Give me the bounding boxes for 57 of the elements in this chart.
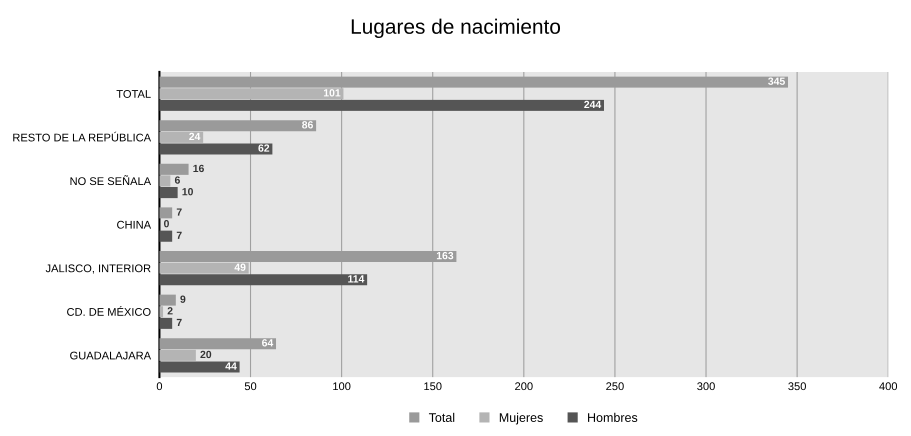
bar <box>159 230 172 242</box>
x-tick-label: 350 <box>788 382 806 390</box>
bar <box>159 207 172 218</box>
x-tick-label: 200 <box>515 382 533 390</box>
bar <box>159 318 172 329</box>
bar <box>159 88 344 100</box>
bar <box>159 132 204 143</box>
y-tick-label: CHINA <box>117 220 152 229</box>
data-label: 86 <box>302 121 313 129</box>
bar <box>159 175 170 186</box>
data-label: 7 <box>176 232 182 239</box>
bar <box>159 143 272 154</box>
x-tick-label: 50 <box>244 382 256 390</box>
data-label: 101 <box>324 89 340 97</box>
data-label: 7 <box>176 318 182 326</box>
data-label: 244 <box>584 100 602 108</box>
bar <box>159 306 164 318</box>
data-label: 24 <box>189 132 200 140</box>
x-tick-label: 250 <box>606 382 624 390</box>
data-label: 2 <box>168 307 173 314</box>
data-label: 20 <box>200 350 212 358</box>
bar <box>159 187 178 198</box>
legend-label: Hombres <box>588 412 638 422</box>
legend-label: Total <box>428 412 454 422</box>
y-tick-label: GUADALAJARA <box>70 352 152 360</box>
data-label: 49 <box>234 264 246 271</box>
x-tick-label: 300 <box>697 382 715 390</box>
data-label: 345 <box>768 78 785 85</box>
data-label: 62 <box>258 144 270 152</box>
bar <box>159 164 189 175</box>
data-label: 64 <box>262 339 274 347</box>
y-tick-label: RESTO DE LA REPÚBLICA <box>13 132 152 142</box>
bar <box>159 350 196 361</box>
data-label: 44 <box>225 362 237 370</box>
bar <box>159 361 240 372</box>
data-label: 6 <box>174 176 180 184</box>
bar <box>159 262 249 274</box>
bar <box>159 100 604 111</box>
y-tick-label: CD. DE MÉXICO <box>67 306 151 316</box>
data-label: 9 <box>180 296 186 303</box>
data-label: 16 <box>193 164 204 172</box>
data-label: 163 <box>436 252 454 260</box>
data-label: 7 <box>176 208 182 216</box>
legend-label: Mujeres <box>500 412 543 424</box>
y-tick-label: NO SE SEÑALA <box>70 175 152 186</box>
x-tick-label: 150 <box>424 382 442 390</box>
bar <box>159 294 176 306</box>
chart-title: Lugares de nacimiento <box>352 18 560 38</box>
x-tick-label: 0 <box>156 382 162 390</box>
data-label: 10 <box>182 188 193 196</box>
data-label: 0 <box>164 220 169 228</box>
x-tick-label: 400 <box>879 382 898 390</box>
bar <box>159 274 368 286</box>
y-tick-label: TOTAL <box>116 90 151 98</box>
data-label: 114 <box>348 275 364 282</box>
x-tick-label: 100 <box>333 382 350 390</box>
y-tick-label: JALISCO, INTERIOR <box>46 264 151 274</box>
